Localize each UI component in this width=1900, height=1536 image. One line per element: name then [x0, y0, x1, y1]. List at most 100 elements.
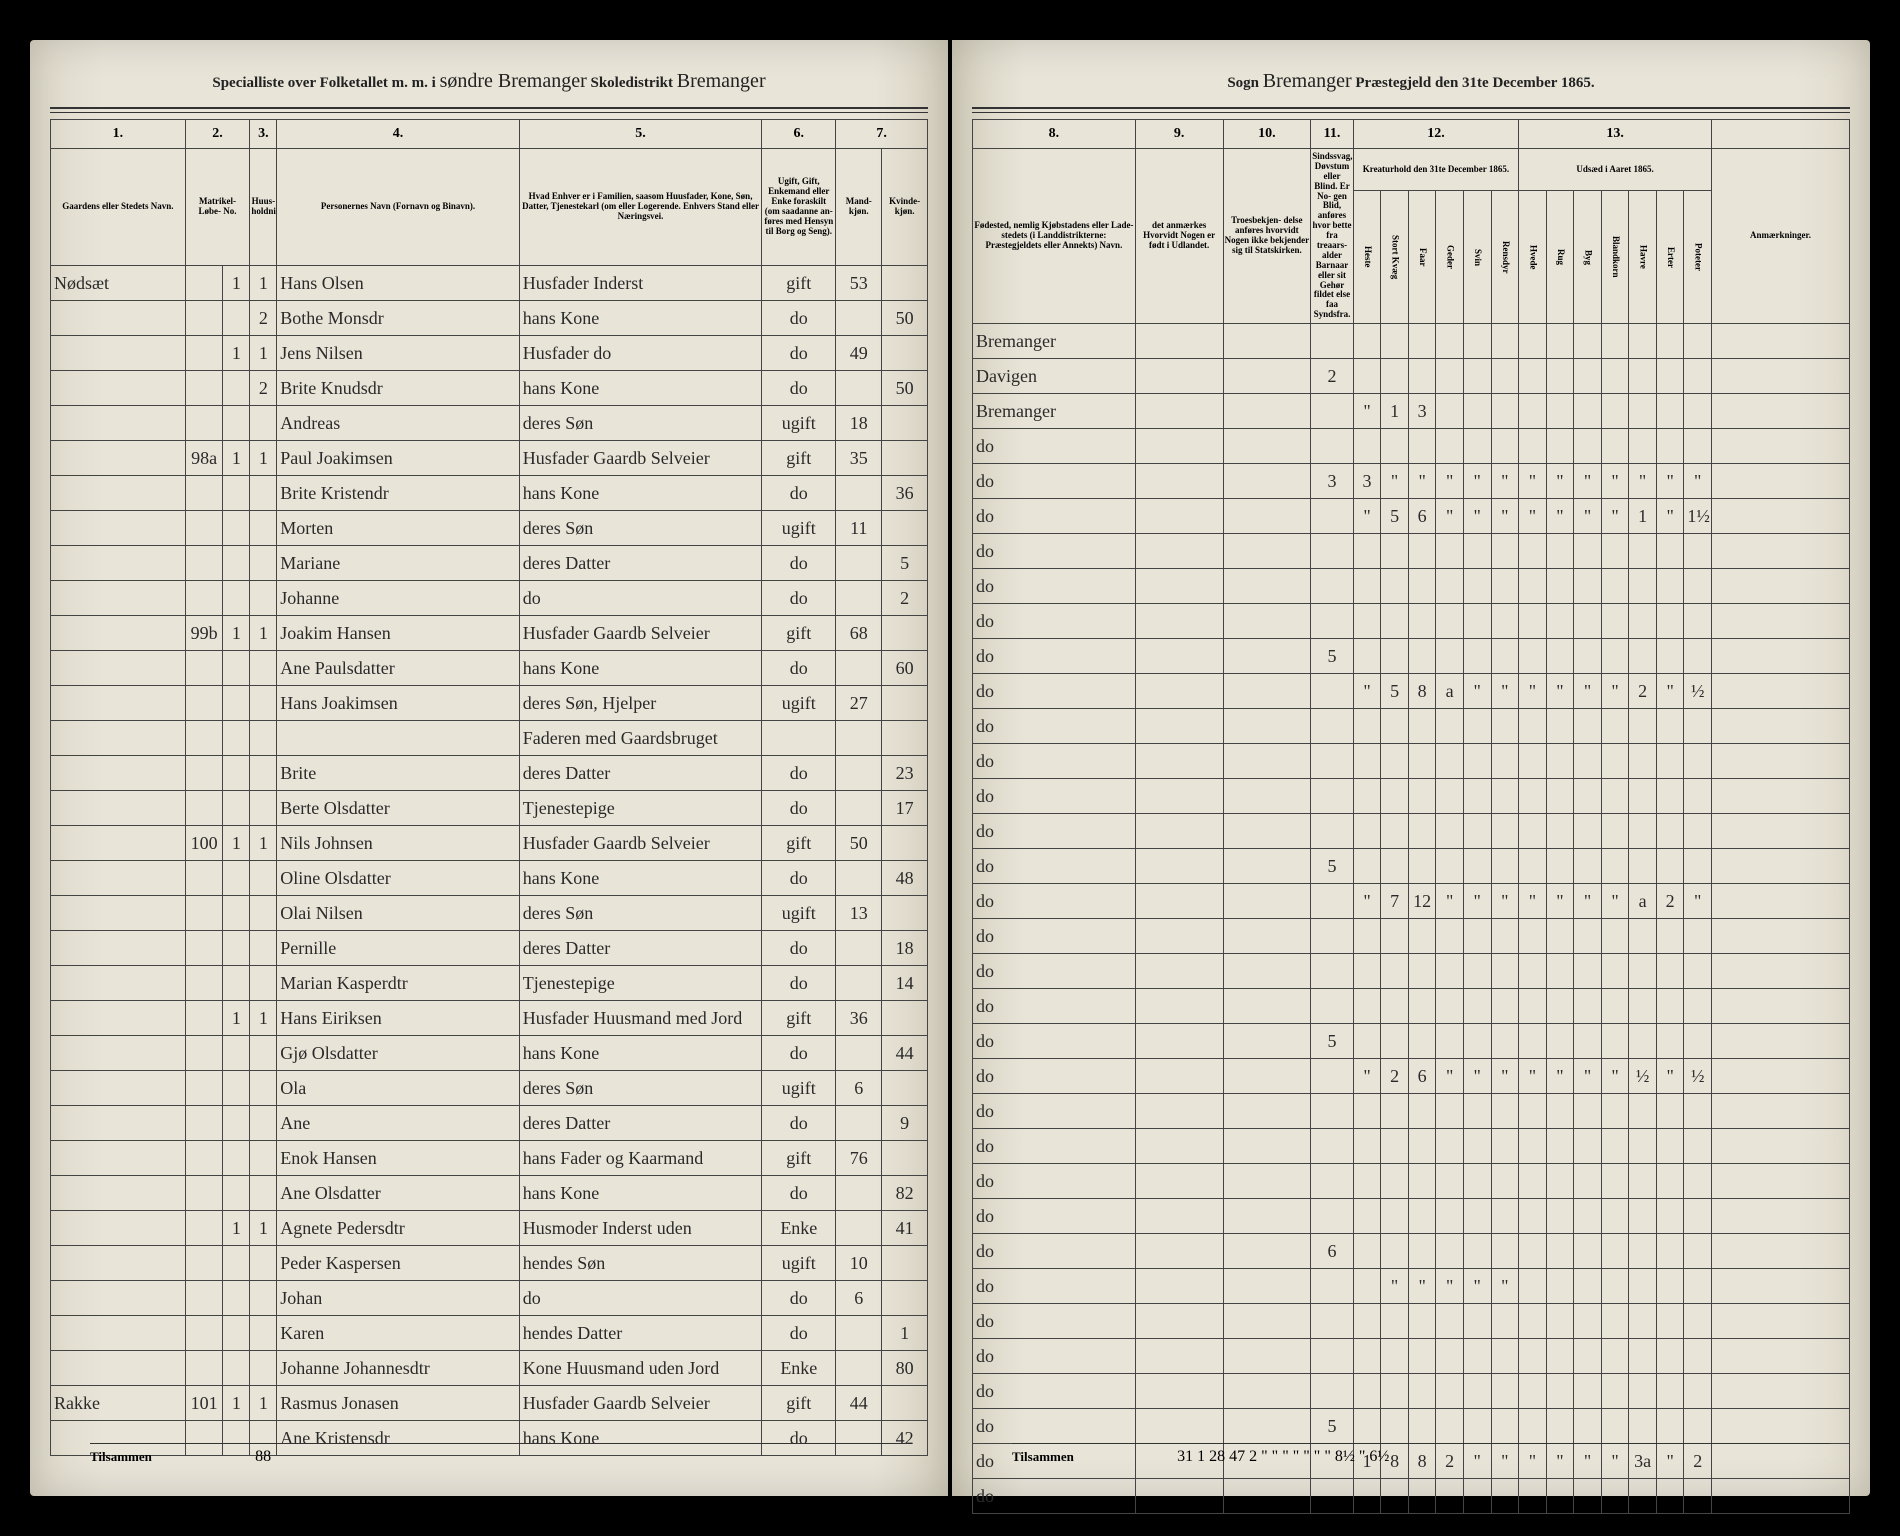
cell-ut: a	[1629, 884, 1657, 919]
cell-kv	[1408, 1409, 1436, 1444]
cell-ut	[1656, 1199, 1684, 1234]
cell-ut	[1656, 1339, 1684, 1374]
cell-status: Enke	[762, 1211, 836, 1246]
cell-c9	[1135, 569, 1223, 604]
cell-kv	[1408, 989, 1436, 1024]
cell-name	[277, 721, 519, 756]
cell-ut: 1	[1629, 499, 1657, 534]
table-row: Britederes Datterdo23	[51, 756, 928, 791]
cell-ut	[1629, 394, 1657, 429]
cell-rel: hendes Datter	[519, 1316, 761, 1351]
cell-remarks	[1712, 569, 1850, 604]
cell-kv	[1408, 814, 1436, 849]
cell-birthplace: do	[973, 674, 1136, 709]
cell-m	[836, 931, 882, 966]
cell-gaard	[51, 1316, 186, 1351]
table-row: do	[973, 604, 1850, 639]
cell-c10	[1223, 394, 1311, 429]
cell-status: do	[762, 791, 836, 826]
cell-c9	[1135, 1479, 1223, 1514]
cell-ut	[1601, 744, 1629, 779]
cell-ut	[1519, 1129, 1547, 1164]
cell-mn	[185, 581, 223, 616]
cell-k	[882, 1281, 928, 1316]
table-row: Bremanger"13	[973, 394, 1850, 429]
cell-ut	[1601, 1479, 1629, 1514]
cell-ut	[1629, 989, 1657, 1024]
cell-kv	[1463, 709, 1491, 744]
cell-pn: 1	[250, 1001, 277, 1036]
cell-name: Oline Olsdatter	[277, 861, 519, 896]
cell-ut: "	[1546, 499, 1574, 534]
cell-ut: "	[1656, 464, 1684, 499]
cell-pn	[250, 721, 277, 756]
cell-c9	[1135, 1409, 1223, 1444]
cell-ut	[1574, 1479, 1602, 1514]
cell-kv	[1381, 359, 1409, 394]
cell-ut	[1574, 1024, 1602, 1059]
cell-status: gift	[762, 1386, 836, 1421]
colhead-c14: Anmærkninger.	[1712, 149, 1850, 324]
cell-hh: 1	[223, 1001, 250, 1036]
cell-hh	[223, 511, 250, 546]
cell-mn	[185, 1281, 223, 1316]
cell-status: ugift	[762, 1071, 836, 1106]
cell-status: gift	[762, 266, 836, 301]
cell-kv	[1491, 1199, 1519, 1234]
cell-c11	[1311, 744, 1354, 779]
colnum: 11.	[1311, 120, 1354, 149]
cell-ut	[1656, 989, 1684, 1024]
cell-mn	[185, 896, 223, 931]
cell-status: ugift	[762, 511, 836, 546]
cell-remarks	[1712, 989, 1850, 1024]
cell-c10	[1223, 1199, 1311, 1234]
cell-kv: "	[1408, 1269, 1436, 1304]
cell-gaard	[51, 406, 186, 441]
table-row: Marian KasperdtrTjenestepigedo14	[51, 966, 928, 1001]
cell-ut	[1656, 709, 1684, 744]
colhead-c9: det anmærkes Hvorvidt Nogen er født i Ud…	[1135, 149, 1223, 324]
cell-ut	[1546, 394, 1574, 429]
cell-remarks	[1712, 604, 1850, 639]
cell-kv	[1408, 1374, 1436, 1409]
colhead-status: Ugift, Gift, Enkemand eller Enke foraski…	[762, 149, 836, 266]
colnum: 4.	[277, 120, 519, 149]
cell-kv	[1381, 1339, 1409, 1374]
cell-mn: 99b	[185, 616, 223, 651]
cell-gaard	[51, 1211, 186, 1246]
cell-ut	[1629, 534, 1657, 569]
cell-ut	[1546, 954, 1574, 989]
cell-rel: deres Datter	[519, 931, 761, 966]
cell-ut	[1684, 1409, 1712, 1444]
cell-birthplace: do	[973, 779, 1136, 814]
cell-ut	[1519, 814, 1547, 849]
cell-remarks	[1712, 779, 1850, 814]
cell-birthplace: do	[973, 569, 1136, 604]
cell-ut	[1684, 1094, 1712, 1129]
cell-c11	[1311, 1339, 1354, 1374]
cell-ut	[1629, 1234, 1657, 1269]
cell-pn: 1	[250, 1386, 277, 1421]
cell-m	[836, 1106, 882, 1141]
cell-birthplace: do	[973, 1304, 1136, 1339]
cell-kv	[1408, 1164, 1436, 1199]
cell-ut	[1629, 1129, 1657, 1164]
cell-gaard	[51, 1071, 186, 1106]
cell-remarks	[1712, 1374, 1850, 1409]
cell-kv	[1436, 604, 1464, 639]
cell-ut	[1684, 359, 1712, 394]
cell-c9	[1135, 499, 1223, 534]
cell-kv	[1491, 744, 1519, 779]
cell-ut	[1656, 779, 1684, 814]
cell-mn	[185, 1351, 223, 1386]
cell-hh: 1	[223, 826, 250, 861]
cell-hh	[223, 791, 250, 826]
cell-remarks	[1712, 919, 1850, 954]
cell-pn: 1	[250, 441, 277, 476]
cell-k: 2	[882, 581, 928, 616]
cell-pn	[250, 896, 277, 931]
cell-kv	[1408, 1094, 1436, 1129]
cell-kv	[1491, 1129, 1519, 1164]
cell-pn	[250, 1281, 277, 1316]
cell-kv	[1463, 1094, 1491, 1129]
